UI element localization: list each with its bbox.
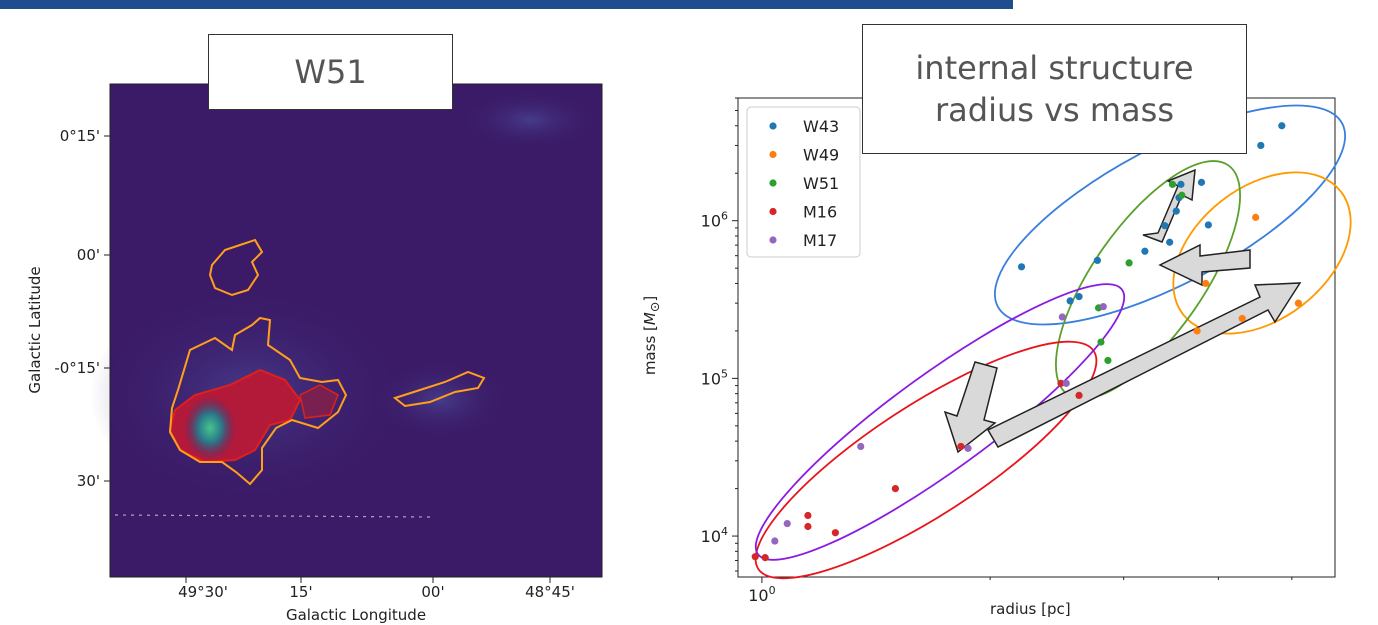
emission-peak: [184, 396, 236, 460]
data-point-m16: [1075, 391, 1083, 399]
data-point-w51: [1097, 338, 1105, 346]
data-point-w43: [1177, 180, 1185, 188]
data-point-m16: [761, 554, 769, 562]
data-point-m17: [1058, 313, 1066, 321]
map-y-tick: 0°15': [60, 127, 100, 145]
data-point-w43: [1204, 221, 1212, 229]
x-tick-label: 100: [748, 584, 775, 605]
data-point-w43: [1172, 207, 1180, 215]
chart-x-axis-label: radius [pc]: [990, 600, 1071, 618]
legend-frame: [746, 106, 861, 258]
legend-marker-w51: [769, 179, 777, 187]
ellipse-m17: [754, 283, 1126, 561]
arrow-up-right: [1142, 168, 1196, 243]
legend-marker-m17: [769, 236, 777, 244]
data-point-m17: [857, 442, 865, 451]
axis-ticks: 104 105 106 100: [701, 97, 1293, 605]
legend-marker-w49: [769, 150, 777, 159]
annotation-arrows: [943, 168, 1302, 454]
y-tick-label: 104: [701, 525, 728, 546]
data-point-w49: [1202, 279, 1210, 288]
data-point-m17: [771, 537, 779, 545]
arrow-up-right-long: [986, 282, 1302, 448]
arrow-left: [1158, 243, 1251, 287]
legend-marker-m16: [769, 207, 777, 216]
data-point-w43: [1066, 297, 1074, 305]
legend-label: M17: [803, 231, 837, 250]
data-point-w51: [1178, 191, 1186, 199]
data-point-w43: [1017, 263, 1026, 271]
data-point-m17: [964, 444, 972, 452]
map-x-tick: 48°45': [525, 583, 575, 601]
data-point-m16: [1057, 379, 1065, 387]
legend-marker-w43: [769, 122, 777, 130]
map-x-tick: 00': [421, 583, 444, 601]
chart-y-axis-label: mass [M⊙]: [641, 295, 663, 376]
map-y-tick: -0°15': [54, 359, 100, 377]
data-point-m16: [891, 484, 900, 493]
map-haze: [460, 90, 600, 150]
data-point-w49: [1252, 213, 1260, 221]
scatter-points: [751, 122, 1302, 562]
data-point-m17: [1099, 303, 1107, 311]
y-tick-label: 105: [701, 367, 728, 388]
data-point-m17: [783, 519, 791, 528]
contour-outer: [208, 238, 264, 297]
y-tick-label: 106: [701, 210, 728, 231]
map-title: W51: [294, 53, 367, 91]
chart-title-box: internal structure radius vs mass: [862, 24, 1247, 154]
data-point-w49: [1294, 299, 1302, 307]
data-point-m16: [804, 522, 812, 531]
data-point-w43: [1278, 122, 1286, 130]
data-point-m17: [1062, 379, 1070, 387]
data-point-w43: [1075, 293, 1083, 301]
chart-title-line: internal structure: [915, 49, 1194, 87]
map-x-tick: 49°30': [178, 583, 228, 601]
data-point-w43: [1161, 222, 1169, 230]
data-point-w43: [1093, 256, 1101, 265]
data-point-w49: [1193, 327, 1201, 335]
data-point-w51: [1168, 180, 1177, 188]
data-point-w43: [1166, 238, 1174, 246]
map-y-axis-label: Galactic Latitude: [26, 266, 44, 393]
contour-inner: [299, 384, 339, 419]
data-point-w51: [1104, 356, 1112, 365]
legend-label: M16: [803, 203, 837, 222]
chart-title-line: radius vs mass: [935, 91, 1174, 129]
data-point-m16: [804, 511, 812, 520]
legend-label: W49: [803, 146, 839, 165]
map-haze: [370, 360, 510, 440]
arrow-down-left: [943, 361, 998, 454]
map-y-tick: 00': [77, 246, 100, 264]
map-y-tick: 30': [77, 472, 100, 490]
data-point-m16: [831, 529, 839, 537]
map-tick-marks: [104, 135, 551, 583]
data-point-m16: [957, 442, 965, 451]
data-point-m16: [751, 553, 759, 561]
contour-outer: [168, 316, 348, 486]
data-point-w43: [1257, 141, 1265, 150]
data-point-w49: [1238, 314, 1246, 323]
legend-label: W43: [803, 117, 839, 136]
map-title-box: W51: [208, 34, 453, 110]
data-point-w51: [1125, 259, 1133, 267]
slide-accent-bar: [0, 0, 1013, 9]
contour-outer: [392, 370, 486, 408]
map-x-tick: 15': [289, 583, 312, 601]
map-x-axis-label: Galactic Longitude: [286, 606, 426, 624]
data-point-w43: [1197, 178, 1206, 186]
ellipse-w49: [1172, 171, 1352, 335]
data-point-w43: [1141, 247, 1149, 255]
legend-label: W51: [803, 174, 839, 193]
legend: W43 W49 W51 M16 M17: [746, 106, 861, 258]
ellipse-m16: [754, 340, 1098, 580]
